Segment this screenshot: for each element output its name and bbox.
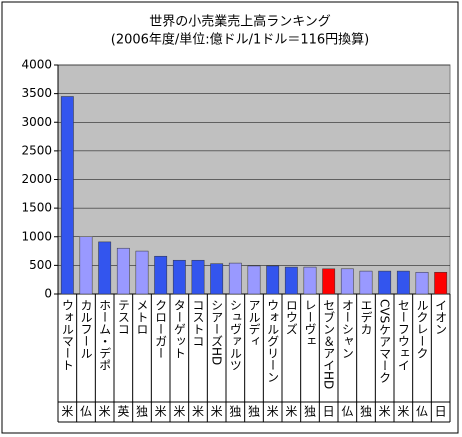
- bar: [79, 236, 93, 295]
- country-label: 独: [248, 405, 260, 419]
- y-tick-label: 500: [29, 258, 52, 272]
- y-tick-label: 4000: [21, 58, 52, 72]
- country-label: 米: [211, 405, 223, 419]
- x-tick-label: ホーム・デポ: [98, 299, 112, 371]
- country-label: 独: [229, 405, 241, 419]
- bar: [172, 259, 186, 295]
- y-tick-label: 3500: [21, 86, 52, 100]
- x-tick-label: アルディ: [247, 299, 261, 347]
- bar: [228, 262, 242, 295]
- country-label: 仏: [341, 405, 353, 419]
- bar: [359, 270, 373, 295]
- country-label: 米: [267, 405, 279, 419]
- country-label: 仏: [416, 405, 428, 419]
- bar: [378, 270, 392, 295]
- bar: [135, 250, 149, 295]
- bar: [154, 255, 168, 295]
- country-label: 米: [397, 405, 409, 419]
- y-tick-label: 1500: [21, 201, 52, 215]
- x-tick-label: ウォルマート: [60, 299, 74, 371]
- y-tick-label: 2500: [21, 143, 52, 157]
- x-tick-label: コストコ: [191, 299, 205, 347]
- x-tick-label: カルフール: [79, 299, 93, 359]
- x-tick-label: ルクレーク: [415, 299, 429, 359]
- x-tick-label: ターゲット: [172, 299, 186, 359]
- country-label: 仏: [80, 405, 92, 419]
- bar: [284, 266, 298, 295]
- bar: [98, 241, 112, 295]
- bar: [434, 271, 448, 295]
- country-label: 米: [155, 405, 167, 419]
- y-tick-label: 1000: [21, 229, 52, 243]
- bar: [303, 266, 317, 295]
- x-tick-label: エデカ: [359, 299, 373, 335]
- x-tick-label: テスコ: [116, 299, 130, 335]
- bar: [266, 265, 280, 295]
- bar: [396, 270, 410, 295]
- bar: [340, 268, 354, 295]
- y-tick-label: 2000: [21, 172, 52, 186]
- country-label: 米: [192, 405, 204, 419]
- chart-title: 世界の小売業売上高ランキング: [149, 14, 331, 30]
- x-tick-label: シアーズHD: [210, 299, 224, 365]
- x-tick-label: シュヴァルツ: [228, 299, 242, 371]
- bar: [191, 259, 205, 295]
- country-label: 米: [285, 405, 297, 419]
- country-label: 日: [323, 405, 335, 419]
- y-tick-label: 3000: [21, 115, 52, 129]
- country-label: 独: [136, 405, 148, 419]
- country-label: 英: [117, 405, 129, 419]
- country-label: 米: [99, 405, 111, 419]
- country-label: 独: [304, 405, 316, 419]
- x-tick-label: セブン＆アイHD: [322, 299, 336, 389]
- x-tick-label: イオン: [434, 299, 448, 335]
- bar: [116, 247, 130, 295]
- bar: [415, 271, 429, 295]
- country-label: 米: [61, 405, 73, 419]
- x-tick-label: ロウズ: [284, 299, 298, 335]
- bar: [322, 268, 336, 295]
- x-tick-label: ウォルグリーン: [266, 299, 280, 383]
- bar: [60, 96, 74, 295]
- x-tick-label: セーフウェイ: [396, 299, 410, 371]
- country-label: 日: [435, 405, 447, 419]
- country-label: 米: [173, 405, 185, 419]
- bar: [247, 265, 261, 295]
- bar: [210, 263, 224, 295]
- country-label: 米: [379, 405, 391, 419]
- y-tick-label: 0: [44, 287, 52, 301]
- chart-subtitle: (2006年度/単位:億ドル/1ドル＝116円換算): [111, 32, 369, 48]
- x-tick-label: CVSケアマーク: [378, 299, 392, 383]
- x-tick-label: オーシャン: [340, 299, 354, 359]
- x-tick-label: クローガー: [154, 299, 168, 359]
- x-tick-label: メトロ: [135, 299, 149, 335]
- country-label: 独: [360, 405, 372, 419]
- x-tick-label: レーヴェ: [303, 299, 317, 347]
